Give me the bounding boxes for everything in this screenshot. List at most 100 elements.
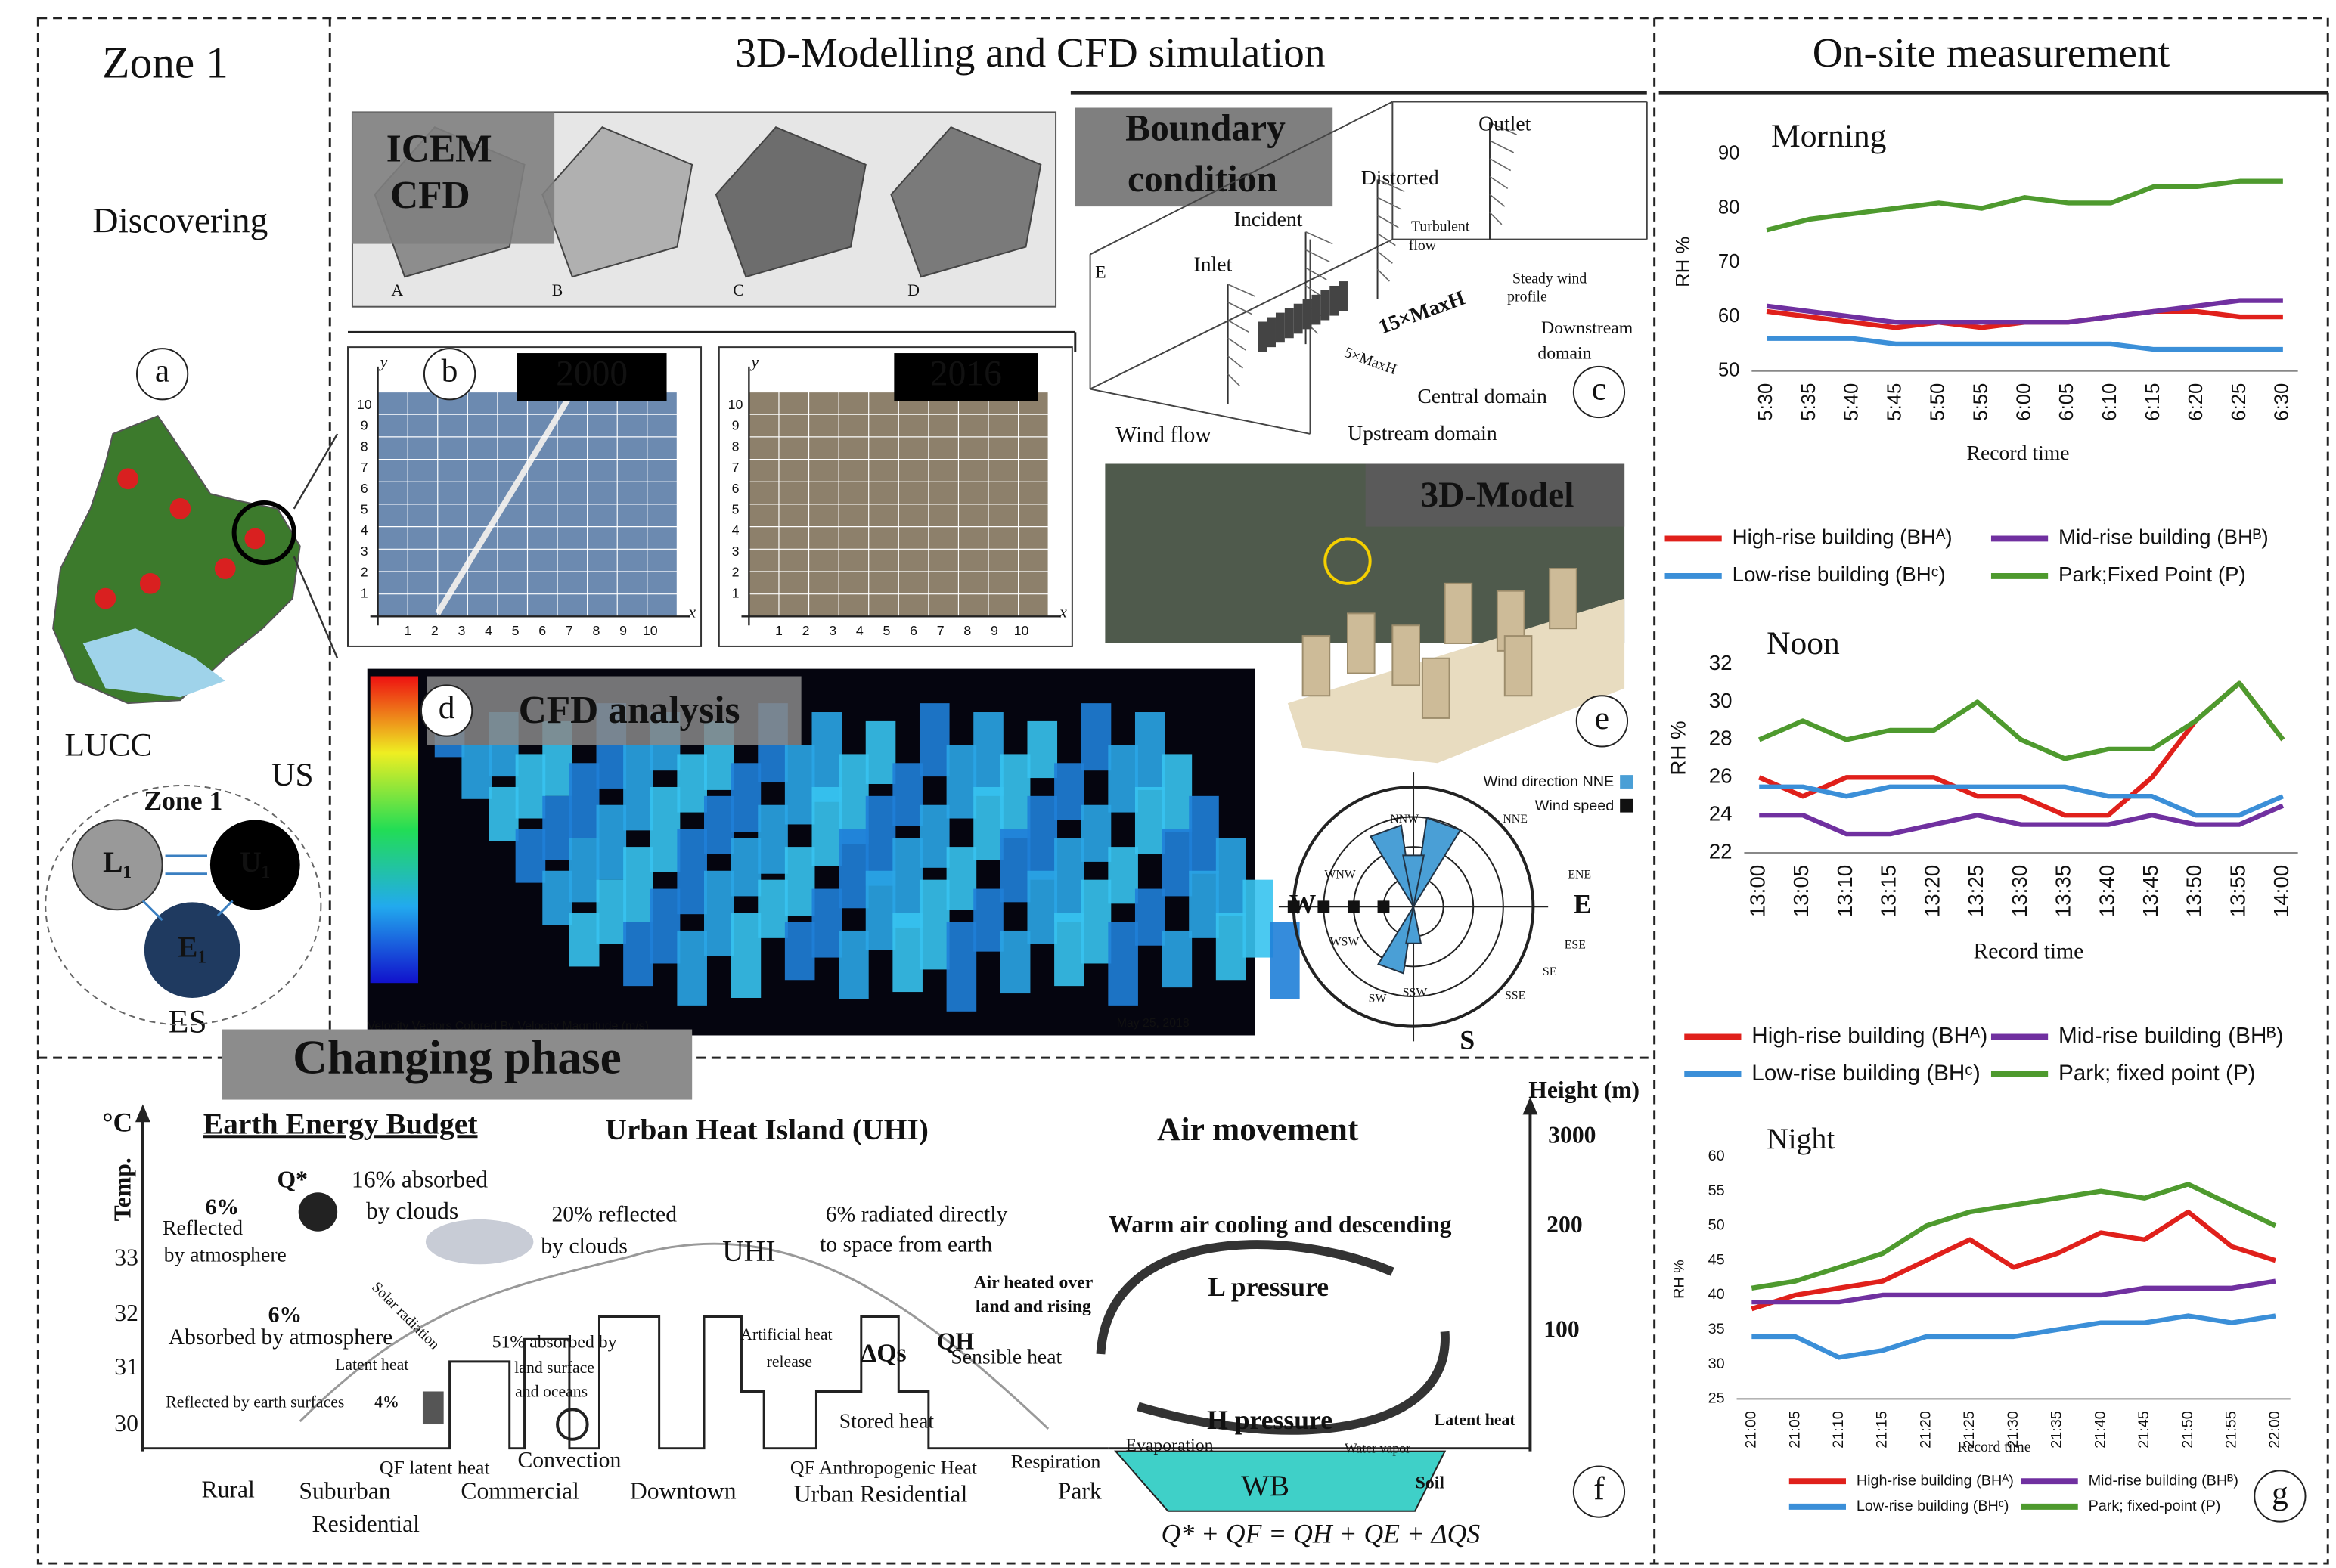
line [1305,231,1333,245]
land-map [52,414,301,705]
x-tick-label: 21:25 [1961,1411,1978,1449]
cycle-top [1096,1240,1394,1355]
speed-mark [1377,900,1390,913]
cfd-building [623,745,653,831]
cfd-building [1000,930,1031,994]
legend-label: Mid-rise building (BHᴮ) [2089,1472,2238,1489]
label: Discovering [92,202,268,241]
cfd-building [1215,913,1246,981]
label: Turbulent [1411,218,1470,234]
node-u [209,820,300,910]
cfd-building [596,804,627,880]
x-tick-label: 14:00 [2269,865,2293,917]
legend-label: Park;Fixed Point (P) [2058,562,2246,586]
line [1377,268,1390,282]
cfd-building [946,745,977,819]
cfd-building [865,870,896,950]
line [1305,267,1327,280]
cfd-building [542,870,572,925]
label: NNW [1390,813,1419,826]
map-tick: 9 [361,418,368,433]
series-line [1751,1313,2276,1360]
line [1090,238,1393,390]
label: 51% absorbed by [492,1333,617,1353]
building-block [1275,312,1285,343]
model-building [1421,657,1450,719]
label: Incident [1234,207,1303,231]
label: flow [1409,237,1437,254]
label: Inlet [1193,253,1232,276]
cfd-building [1270,922,1300,999]
line [1227,355,1243,369]
label: 3D-Model [1420,476,1574,515]
line [293,556,339,659]
x-tick-label: 13:10 [1833,865,1857,917]
mesh-block [541,126,693,278]
y-tick-label: 24 [1709,801,1733,825]
label: RH % [1671,1260,1688,1299]
building-block [1311,294,1321,325]
cfd-building [1081,879,1112,964]
y-tick-label: 26 [1709,764,1733,788]
label: SSE [1505,990,1525,1002]
label: U₁ [240,845,270,879]
map-tick: 7 [937,623,945,638]
cfd-building [515,829,546,883]
urban-patch [117,468,138,490]
label: US [271,757,314,793]
label: H pressure [1207,1405,1332,1435]
label: SW [1369,993,1387,1006]
cfd-building [1134,786,1165,855]
map-tick: 5 [883,623,890,638]
cfd-building [973,786,1004,860]
label: SE [1543,965,1556,978]
cfd-building [731,913,762,998]
skyline [142,1315,1109,1450]
label: Water vapor [1345,1441,1410,1456]
map-tick: 9 [619,623,627,638]
cfd-building [1108,922,1138,1006]
mesh-block [890,126,1042,278]
cfd-building [1000,754,1031,838]
line [216,900,234,917]
label: WNW [1324,868,1355,881]
line [1489,194,1506,207]
cfd-building [919,879,950,970]
mesh-block [715,126,867,278]
cfd-building [1189,870,1219,938]
legend-label: Mid-rise building (BHᴮ) [2058,1023,2284,1048]
cfd-building [515,754,546,819]
model-base [1287,598,1625,764]
label: Wind speed [1535,798,1614,814]
label: release [767,1353,812,1371]
y-tick-label: 70 [1718,251,1740,272]
y-tick-label: 45 [1708,1251,1725,1268]
label: S [1460,1025,1475,1055]
label: land surface [514,1359,594,1377]
x-tick-label: 5:50 [1927,383,1948,421]
speed-mark [1287,900,1300,913]
label: A [391,281,403,299]
arrow [135,1104,150,1123]
line [1305,249,1330,263]
map-tick: 6 [538,623,546,638]
label: B [552,281,563,299]
y-tick-label: 25 [1708,1390,1725,1407]
legend-label: Low-rise building (BHᶜ) [1751,1061,1980,1086]
model-building [1391,624,1420,686]
arrow [1522,1096,1538,1115]
cfd-building [784,745,815,825]
line [1377,250,1393,264]
speed-mark [1347,900,1360,913]
label: C [733,281,744,299]
map-tick: 9 [732,418,740,433]
label: Rural [202,1476,256,1502]
line [1377,197,1402,210]
x-tick-label: 21:10 [1830,1411,1847,1449]
label: Evaporation [1125,1436,1213,1455]
x-tick-label: 13:50 [2182,865,2206,917]
label: E₁ [178,931,206,964]
map-tick: 7 [566,623,573,638]
convection-icon [556,1408,589,1441]
year-box [894,353,1038,401]
